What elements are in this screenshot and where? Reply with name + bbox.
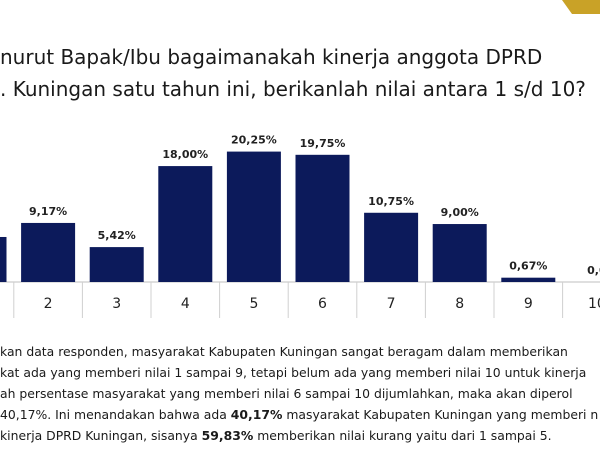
corner-accent <box>562 0 600 14</box>
x-tick-label: 4 <box>181 296 190 312</box>
value-label: 0,0 <box>587 264 600 277</box>
x-tick-label: 9 <box>524 296 533 312</box>
text-span: masyarakat Kabupaten Kuningan yang membe… <box>282 407 598 422</box>
text-span: kinerja DPRD Kuningan, sisanya <box>0 428 202 443</box>
x-tick-label: 2 <box>44 296 53 312</box>
x-tick-label: 10 <box>588 296 600 312</box>
x-tick-label: 7 <box>387 296 396 312</box>
x-tick-label: 6 <box>318 296 327 312</box>
text-span: memberikan nilai kurang yaitu dari 1 sam… <box>253 428 551 443</box>
bar <box>89 247 144 282</box>
value-label: 10,75% <box>368 195 414 208</box>
x-tick-label: 8 <box>455 296 464 312</box>
bar <box>158 166 213 282</box>
value-label: 5,42% <box>98 229 136 242</box>
bar <box>0 236 7 282</box>
chart-title: . Kuningan satu tahun ini, berikanlah ni… <box>0 77 586 101</box>
bar <box>432 224 487 282</box>
value-label: 9,17% <box>29 205 67 218</box>
paragraph-line: kan data responden, masyarakat Kabupaten… <box>0 344 568 359</box>
bold-text: 40,17% <box>231 407 283 422</box>
paragraph-line: 40,17%. Ini menandakan bahwa ada 40,17% … <box>0 407 598 422</box>
paragraph-line: kat ada yang memberi nilai 1 sampai 9, t… <box>0 365 586 380</box>
bar <box>364 212 419 282</box>
bar <box>21 222 76 282</box>
chart-title: nurut Bapak/Ibu bagaimanakah kinerja ang… <box>0 45 542 69</box>
text-span: kan data responden, masyarakat Kabupaten… <box>0 344 568 359</box>
value-label: 20,25% <box>231 134 277 147</box>
value-label: 0,67% <box>509 260 547 273</box>
x-tick-label: 5 <box>249 296 258 312</box>
paragraph-line: kinerja DPRD Kuningan, sisanya 59,83% me… <box>0 428 552 443</box>
paragraph-line: ah persentase masyarakat yang memberi ni… <box>0 386 573 401</box>
value-label: 18,00% <box>162 148 208 161</box>
value-label: 19,75% <box>300 137 346 150</box>
bold-text: 59,83% <box>202 428 254 443</box>
bar <box>501 277 556 282</box>
value-label: 9,00% <box>441 206 479 219</box>
bar <box>226 151 281 282</box>
text-span: kat ada yang memberi nilai 1 sampai 9, t… <box>0 365 586 380</box>
bar <box>295 154 350 282</box>
text-span: 40,17%. Ini menandakan bahwa ada <box>0 407 231 422</box>
x-tick-label: 3 <box>112 296 121 312</box>
text-span: ah persentase masyarakat yang memberi ni… <box>0 386 573 401</box>
